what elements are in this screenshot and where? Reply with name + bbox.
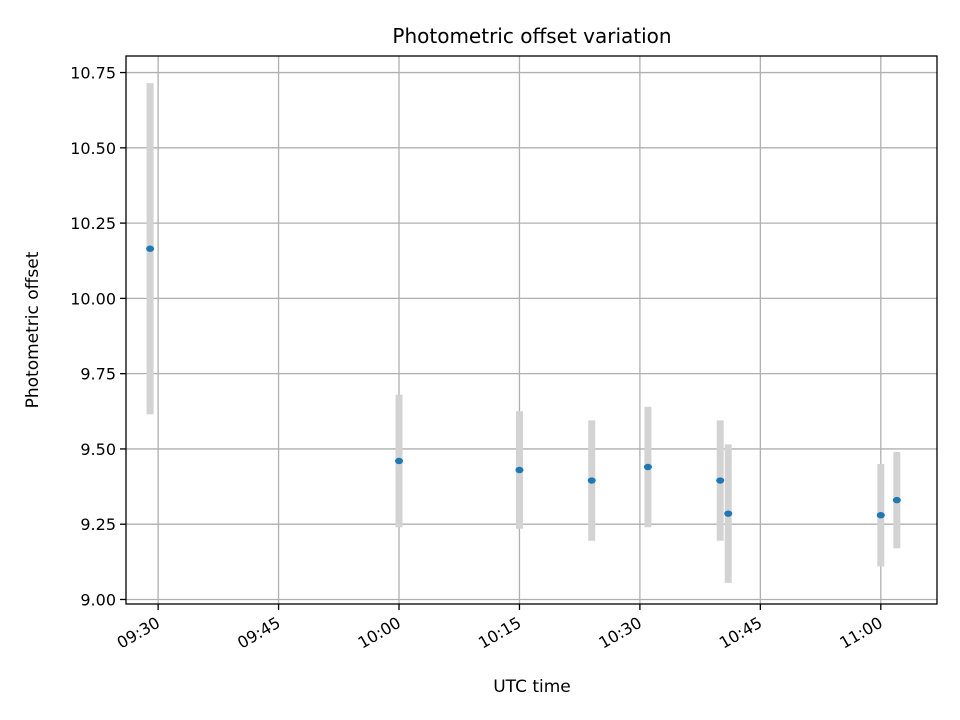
y-tick-label: 10.25: [70, 214, 116, 233]
error-bars: [146, 83, 901, 583]
y-tick-label: 9.75: [80, 365, 116, 384]
y-tick-label: 9.00: [80, 590, 116, 609]
data-point: [643, 463, 652, 471]
x-tick-label: 10:30: [595, 613, 644, 653]
x-tick-label: 11:00: [836, 613, 885, 653]
data-point: [146, 245, 155, 252]
y-axis-label: Photometric offset: [23, 251, 43, 408]
plot-area-frame: [125, 55, 938, 605]
data-point: [724, 510, 733, 517]
y-tick-label: 10.75: [70, 64, 116, 83]
data-point: [515, 466, 524, 474]
data-point: [587, 477, 596, 484]
data-points: [146, 245, 901, 519]
y-axis-ticks: 9.00 9.25 9.50 9.75 10.00 10.25 10.50 10.75: [70, 64, 126, 609]
chart-title: Photometric offset variation: [392, 24, 671, 48]
y-tick-label: 10.50: [70, 139, 116, 158]
data-point: [876, 511, 885, 519]
x-tick-label: 09:45: [234, 613, 283, 653]
x-tick-label: 10:00: [355, 613, 404, 653]
data-point: [395, 457, 404, 465]
grid: [126, 56, 937, 604]
x-tick-label: 10:45: [716, 613, 765, 653]
x-tick-label: 10:15: [475, 613, 524, 653]
x-axis-ticks: 09:30 09:45 10:00 10:15 10:30 10:45 11:00: [114, 604, 886, 653]
x-axis-label: UTC time: [493, 677, 571, 697]
y-tick-label: 9.25: [80, 515, 116, 534]
x-tick-label: 09:30: [114, 613, 163, 653]
y-tick-label: 10.00: [70, 289, 116, 308]
y-tick-label: 9.50: [80, 440, 116, 459]
data-point: [716, 477, 725, 484]
data-point: [892, 496, 901, 504]
